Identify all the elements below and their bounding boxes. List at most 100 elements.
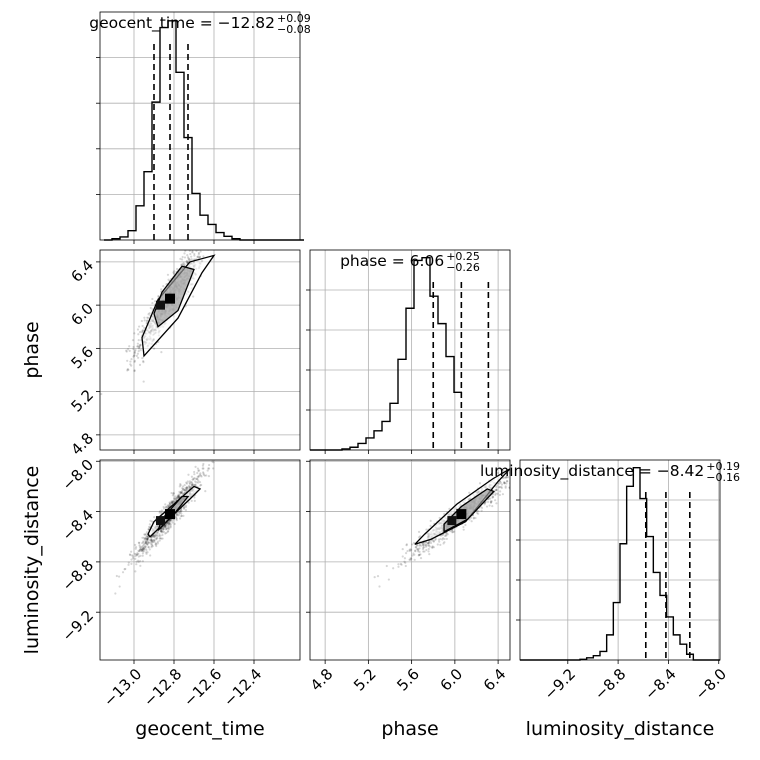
sample-point [503,481,506,484]
sample-point [183,488,186,492]
sample-point [126,359,129,362]
sample-point [159,529,162,533]
sample-point [419,535,422,538]
sample-point [198,255,201,258]
sample-point [200,475,203,478]
sample-point [417,536,421,539]
sample-point [504,486,507,489]
sample-point [144,540,147,543]
sample-point [144,545,147,548]
sample-point [151,297,154,301]
sample-point [164,503,167,506]
tick-label-y-luminosity_distance-2: −8.4 [59,506,97,544]
sample-point [452,530,456,533]
sample-point [141,560,144,563]
sample-point [138,363,142,367]
sample-point [167,529,170,533]
sample-point [117,575,121,578]
sample-point [150,544,153,547]
sample-point [163,525,166,528]
sample-point [169,502,172,505]
sample-point [422,546,425,549]
sample-point [409,558,412,561]
sample-point [114,592,117,595]
sample-point [498,485,501,489]
sample-point [129,553,132,557]
sample-point [204,490,207,493]
sample-point [182,488,185,491]
sample-point [150,539,153,542]
sample-point [142,360,145,363]
sample-point [188,480,192,483]
sample-point [169,518,172,521]
sample-point [495,484,498,487]
sample-point [141,356,144,360]
sample-point [146,543,149,546]
sample-point [504,476,508,479]
sample-point [531,457,533,459]
sample-point [146,551,149,554]
sample-point [477,509,480,513]
sample-point [184,486,187,490]
sample-point [134,547,137,550]
sample-point [179,508,182,511]
sample-point [141,550,144,553]
sample-point [431,546,434,549]
sample-point [138,346,141,349]
sample-point [156,535,159,538]
sample-point [167,527,170,530]
sample-point [178,512,181,515]
sample-point [173,497,176,500]
sample-point [205,474,208,477]
sample-point [437,538,440,541]
sample-point [206,469,209,472]
sample-point [483,501,487,505]
sample-point [166,273,170,276]
sample-point [451,531,454,534]
sample-point [160,528,163,531]
sample-point [425,528,428,531]
sample-point [422,541,426,545]
sample-point [139,546,142,549]
title-sup-geocent_time: +0.09 [277,12,311,25]
sample-point [193,496,196,499]
title-sub-phase: −0.26 [446,261,480,274]
sample-point [141,548,144,551]
sample-point [155,537,158,540]
sample-point [202,248,204,250]
title-sub-geocent_time: −0.08 [277,23,311,36]
sample-point [195,481,198,484]
sample-point [151,535,154,539]
tick-label-y-luminosity_distance-0: −9.2 [59,607,97,645]
sample-point [152,539,156,542]
sample-point [146,537,149,540]
sample-point [167,522,170,525]
sample-point [142,548,145,551]
sample-point [168,503,172,506]
sample-point [503,476,507,479]
sample-point [127,561,130,564]
sample-point [180,491,183,495]
sample-point [199,472,202,475]
sample-point [470,520,473,523]
sample-point [187,473,190,476]
sample-point [168,519,171,522]
sample-point [474,516,477,520]
sample-point [174,495,177,498]
sample-point [429,524,432,527]
sample-point [196,477,199,480]
sample-point [427,550,430,553]
axis-label-y-phase: phase [21,321,43,378]
sample-point [448,507,451,511]
sample-point [193,473,196,476]
sample-point [192,478,195,481]
sample-point [132,345,135,349]
sample-point [141,552,145,555]
sample-point [134,570,137,573]
density-core-secondary [156,300,165,310]
sample-point [432,539,435,543]
sample-point [179,257,182,260]
sample-point [427,542,430,545]
sample-point [130,562,133,565]
